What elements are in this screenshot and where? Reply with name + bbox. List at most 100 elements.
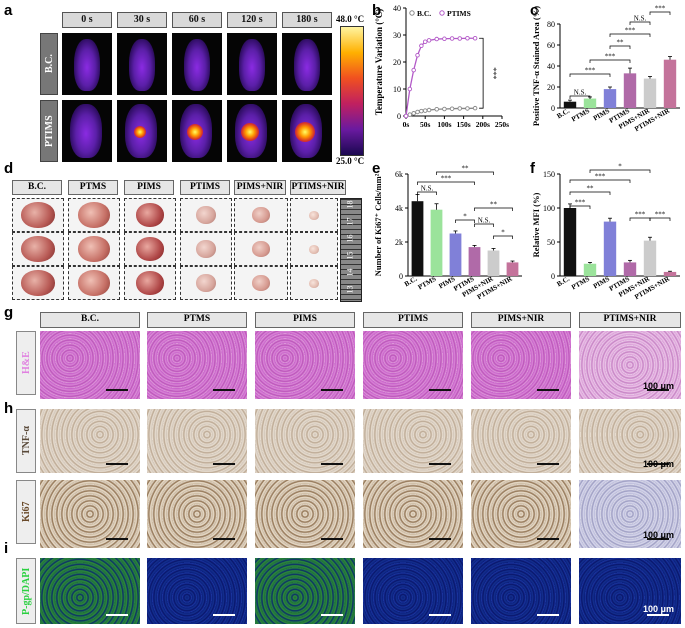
- tumor: [78, 236, 110, 262]
- x-tick-label: 150s: [457, 120, 471, 129]
- scale-bar: [321, 463, 343, 465]
- significance-label: ***: [635, 211, 646, 219]
- micro-he-4: [471, 331, 571, 399]
- scale-bar: [106, 538, 128, 540]
- thermal-ptims-3: [227, 100, 277, 162]
- micro-he-2: [255, 331, 355, 399]
- colorbar-max: 48.0 °C: [336, 14, 365, 24]
- thermal-bc-0: [62, 33, 112, 95]
- data-point: [403, 113, 409, 119]
- data-point: [449, 36, 455, 41]
- tumor-header-2: PIMS: [124, 180, 174, 195]
- y-tick-label: 150: [543, 170, 555, 179]
- tumor: [136, 203, 164, 227]
- scale-bar: [213, 463, 235, 465]
- series-line-1: [405, 37, 476, 117]
- scale-bar: [647, 463, 669, 465]
- scale-bar: [106, 463, 128, 465]
- tumor-photo: [124, 266, 176, 300]
- micro-header-5: PTIMS+NIR: [579, 312, 681, 328]
- scale-label-he: 100 μm: [643, 381, 675, 391]
- tumor-photo: [234, 198, 288, 232]
- data-point: [411, 111, 416, 116]
- significance-bracket: [609, 33, 651, 37]
- y-tick-label: 40: [547, 62, 555, 71]
- x-tick-label: 50s: [420, 120, 431, 129]
- micro-header-0: B.C.: [40, 312, 140, 328]
- scale-bar: [537, 463, 559, 465]
- thermal-ptims-0: [62, 100, 112, 162]
- chart-b-temperature: 0 10 20 30 40 0s 50s 100s 150s 200s 250s Temperatur…: [374, 4, 509, 129]
- bar-3: [623, 73, 637, 108]
- time-header-4: 180 s: [282, 12, 332, 28]
- panel-label-i: i: [4, 540, 9, 557]
- scale-bar: [213, 389, 235, 391]
- thermal-ptims-4: [282, 100, 332, 162]
- data-point: [442, 36, 447, 42]
- data-point: [422, 39, 428, 45]
- data-point: [407, 112, 413, 117]
- chart-e-ki67: 0 2k 4k 6k Number of Ki67⁺ Cells/mm² B.C.PTMS…: [373, 165, 522, 301]
- scale-bar: [321, 614, 343, 616]
- data-point: [434, 106, 439, 112]
- tumor: [136, 237, 164, 261]
- tumor: [252, 241, 270, 257]
- x-tick-label: 100s: [437, 120, 451, 129]
- significance-bracket: [569, 205, 591, 209]
- row-label-he: H&E: [16, 331, 36, 395]
- scale-bar: [429, 538, 451, 540]
- scale-bar: [213, 614, 235, 616]
- bar-1: [583, 263, 597, 276]
- significance-label: N.S.: [478, 217, 491, 225]
- tumor: [78, 202, 110, 228]
- data-point: [465, 106, 470, 111]
- micro-header-3: PTIMS: [363, 312, 463, 328]
- significance-label: ***: [575, 199, 586, 207]
- tumor-photo: [180, 266, 232, 300]
- row-label-ptims: PTIMS: [40, 100, 58, 162]
- micro-pgp-2: [255, 558, 355, 624]
- tumor-photo: [68, 198, 120, 232]
- x-tick-label: B.C.: [403, 275, 419, 289]
- data-point: [419, 108, 424, 114]
- y-tick-label: 30: [393, 31, 401, 40]
- micro-he-1: [147, 331, 247, 399]
- scale-label-tnf: 100 μm: [643, 459, 675, 469]
- bar-0: [411, 201, 424, 276]
- micro-tnf-3: [363, 409, 463, 473]
- significance-label: ***: [625, 27, 636, 35]
- significance-bracket: [649, 217, 671, 221]
- tumor-photo: [68, 232, 120, 266]
- bar-2: [603, 221, 617, 276]
- scale-label-ki67: 100 μm: [643, 530, 675, 540]
- time-header-2: 60 s: [172, 12, 222, 28]
- scale-bar: [106, 389, 128, 391]
- tumor: [196, 206, 216, 224]
- ruler: [340, 198, 362, 302]
- micro-pgp-3: [363, 558, 463, 624]
- tumor-photo: [68, 266, 120, 300]
- thermal-bc-1: [117, 33, 167, 95]
- bar-2: [449, 233, 462, 276]
- scale-bar: [647, 614, 669, 616]
- micro-pgp-5: [579, 558, 681, 624]
- data-point: [434, 36, 439, 42]
- micro-he-3: [363, 331, 463, 399]
- data-point: [472, 105, 478, 111]
- tumor: [78, 270, 110, 296]
- tumor-photo: [234, 232, 288, 266]
- row-label-bc: B.C.: [40, 33, 58, 95]
- colorbar: [340, 26, 364, 156]
- y-tick-label: 4k: [395, 204, 403, 213]
- tumor: [136, 271, 164, 295]
- data-point: [465, 35, 470, 41]
- bar-2: [603, 89, 617, 108]
- y-tick-label: 40: [393, 4, 401, 13]
- micro-tnf-5: [579, 409, 681, 473]
- bar-5: [663, 59, 677, 108]
- row-label-tnf: TNF-α: [16, 409, 36, 473]
- tumor: [309, 278, 319, 288]
- significance-bracket: [455, 219, 475, 223]
- tumor-photo: [290, 266, 338, 300]
- tumor-header-0: B.C.: [12, 180, 62, 195]
